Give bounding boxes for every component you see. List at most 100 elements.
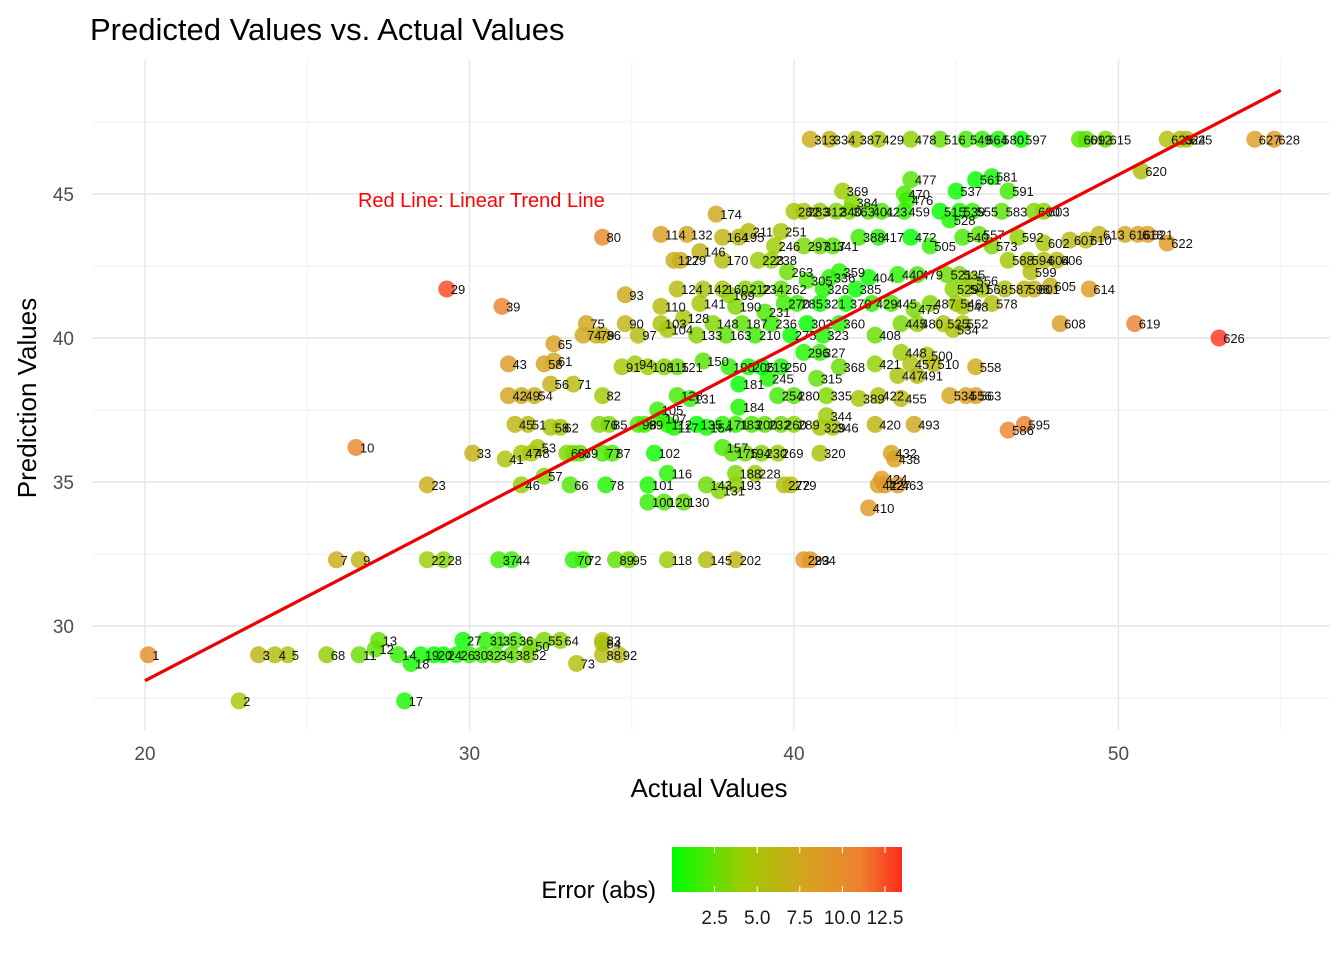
data-point — [866, 355, 884, 373]
point-label: 487 — [934, 296, 956, 311]
point-label: 588 — [1012, 253, 1034, 268]
point-label: 73 — [581, 656, 595, 671]
point-label: 128 — [688, 311, 710, 326]
data-point — [551, 418, 569, 436]
point-label: 586 — [1012, 423, 1034, 438]
point-label: 3 — [263, 648, 270, 663]
data-point — [525, 387, 543, 405]
data-point — [266, 646, 284, 664]
data-point — [438, 280, 456, 298]
point-label: 7 — [340, 553, 347, 568]
point-label: 293 — [808, 553, 830, 568]
point-label: 24 — [448, 648, 462, 663]
point-label: 39 — [506, 299, 520, 314]
x-axis-title: Actual Values — [630, 773, 787, 803]
point-label: 525 — [947, 317, 969, 332]
data-point — [418, 476, 436, 494]
data-point — [733, 315, 751, 333]
data-point — [574, 551, 592, 569]
data-point — [989, 130, 1007, 148]
data-point — [866, 326, 884, 344]
point-label: 607 — [1074, 233, 1096, 248]
data-point — [704, 315, 722, 333]
point-label: 619 — [1139, 317, 1161, 332]
data-point — [503, 646, 521, 664]
data-point — [1126, 315, 1144, 333]
point-label: 493 — [918, 417, 940, 432]
point-label: 587 — [1009, 282, 1031, 297]
point-label: 45 — [519, 417, 533, 432]
point-label: 615 — [1110, 132, 1132, 147]
point-label: 78 — [610, 478, 624, 493]
point-label: 66 — [574, 478, 588, 493]
data-point — [499, 387, 517, 405]
data-point — [967, 358, 985, 376]
data-point — [1009, 228, 1027, 246]
point-label: 44 — [516, 553, 530, 568]
data-point — [811, 343, 829, 361]
point-label: 605 — [1054, 279, 1076, 294]
point-label: 583 — [1006, 204, 1028, 219]
data-point — [542, 375, 560, 393]
data-point — [785, 387, 803, 405]
y-tick-label: 45 — [53, 185, 74, 206]
point-label: 103 — [665, 317, 687, 332]
data-point — [876, 476, 894, 494]
data-point — [1158, 234, 1176, 252]
data-point — [736, 444, 754, 462]
data-point — [886, 450, 904, 468]
data-point — [594, 228, 612, 246]
point-label: 254 — [782, 389, 804, 404]
point-label: 72 — [587, 553, 601, 568]
y-tick-label: 30 — [53, 617, 74, 638]
data-point — [999, 421, 1017, 439]
point-label: 429 — [876, 296, 898, 311]
data-point — [963, 271, 981, 289]
data-point — [396, 692, 414, 710]
trend-line-group — [144, 88, 1282, 683]
data-point — [1015, 415, 1033, 433]
data-point — [675, 309, 693, 327]
point-label: 580 — [1002, 132, 1024, 147]
point-label: 112 — [671, 417, 692, 432]
data-point — [1080, 280, 1098, 298]
point-label: 445 — [895, 296, 917, 311]
point-label: 313 — [814, 132, 836, 147]
point-label: 130 — [688, 495, 710, 510]
point-label: 118 — [671, 553, 692, 568]
data-point — [795, 202, 813, 220]
point-label: 608 — [1064, 317, 1086, 332]
data-point — [817, 407, 835, 425]
point-label: 143 — [710, 478, 732, 493]
point-label: 610 — [1090, 233, 1112, 248]
point-label: 170 — [727, 253, 749, 268]
point-label: 105 — [662, 403, 684, 418]
data-point — [892, 343, 910, 361]
data-point — [775, 294, 793, 312]
point-label: 133 — [701, 328, 723, 343]
legend-tick-label: 2.5 — [701, 908, 727, 929]
y-axis-ticks: 30 35 40 45 — [53, 185, 74, 638]
data-point — [899, 191, 917, 209]
point-label: 97 — [642, 328, 656, 343]
point-label: 408 — [879, 328, 901, 343]
x-tick-label: 40 — [783, 744, 804, 765]
data-point — [830, 263, 848, 281]
data-point — [477, 631, 495, 649]
point-label: 558 — [980, 360, 1002, 375]
point-label: 548 — [967, 299, 989, 314]
data-point — [762, 251, 780, 269]
data-point — [801, 551, 819, 569]
point-label: 573 — [996, 239, 1018, 254]
point-label: 327 — [824, 345, 846, 360]
data-point — [717, 326, 735, 344]
data-point — [827, 202, 845, 220]
point-label: 210 — [759, 328, 781, 343]
data-point — [749, 280, 767, 298]
point-label: 104 — [671, 322, 693, 337]
data-point — [499, 355, 517, 373]
point-label: 329 — [824, 420, 846, 435]
data-point — [350, 646, 368, 664]
point-label: 421 — [879, 357, 901, 372]
data-point — [1265, 130, 1283, 148]
